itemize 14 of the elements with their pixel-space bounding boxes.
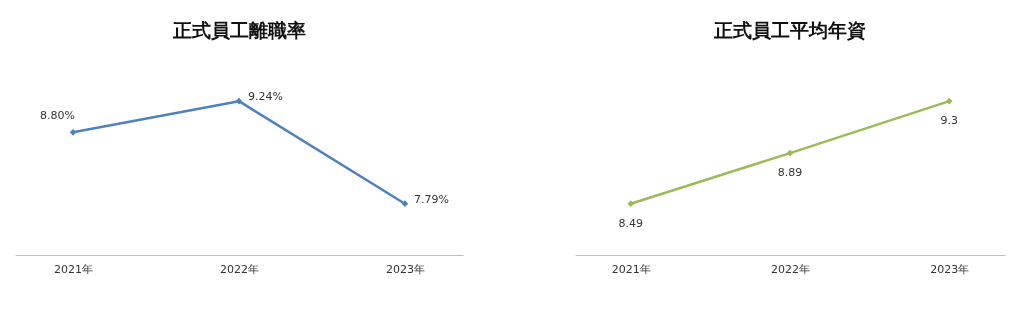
x-tick-label: 2021年 — [611, 262, 651, 276]
data-label: 7.79% — [413, 192, 449, 206]
x-tick-label: 2022年 — [771, 262, 810, 276]
x-tick-label: 2023年 — [930, 262, 970, 276]
chart-title: 正式員工平均年資 — [713, 19, 866, 41]
data-label: 8.89 — [777, 166, 803, 180]
data-label: 8.49 — [618, 216, 643, 230]
data-label: 9.3 — [940, 114, 959, 128]
data-label: 8.80% — [40, 109, 76, 123]
x-tick-label: 2021年 — [54, 262, 94, 276]
data-label: 9.24% — [248, 90, 283, 104]
x-tick-label: 2023年 — [385, 262, 425, 276]
x-tick-label: 2022年 — [220, 262, 259, 276]
chart-title: 正式員工離職率 — [171, 19, 306, 41]
